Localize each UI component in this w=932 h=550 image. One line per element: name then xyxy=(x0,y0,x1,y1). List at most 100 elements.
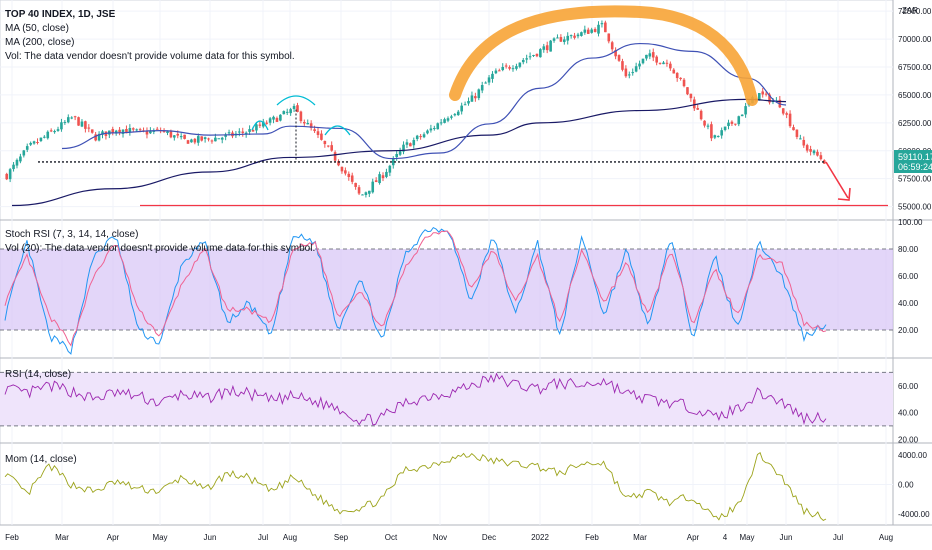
candle-body xyxy=(658,62,662,64)
candle-body xyxy=(583,29,587,33)
legend-vol: Vol: The data vendor doesn't provide vol… xyxy=(5,51,295,62)
candle-body xyxy=(285,111,289,113)
candle xyxy=(282,110,286,115)
candle xyxy=(145,127,149,139)
candle-body xyxy=(699,110,703,120)
candle-body xyxy=(450,116,453,118)
candle xyxy=(566,32,570,45)
time-tick-label: Jun xyxy=(204,533,217,542)
candle xyxy=(56,126,60,132)
candle-body xyxy=(638,63,641,67)
candle-body xyxy=(586,29,590,34)
candle-body xyxy=(429,128,433,131)
candle-body xyxy=(720,130,723,136)
time-tick-label: Nov xyxy=(433,533,447,542)
candle xyxy=(66,114,70,124)
candle xyxy=(515,63,518,71)
candle xyxy=(46,130,50,140)
candle-body xyxy=(374,180,378,183)
candle-body xyxy=(251,129,255,132)
candle xyxy=(261,118,265,129)
candle-body xyxy=(662,62,665,65)
candle-body xyxy=(521,59,525,63)
candle-body xyxy=(118,129,121,133)
candle xyxy=(672,68,676,74)
candle-body xyxy=(183,134,186,139)
candle-body xyxy=(84,121,87,129)
candle-body xyxy=(576,34,580,37)
candle xyxy=(634,62,638,73)
candle xyxy=(309,120,313,131)
candle-body xyxy=(706,125,710,127)
candle xyxy=(645,54,648,61)
candle-body xyxy=(484,82,487,84)
candle xyxy=(344,167,347,176)
candle xyxy=(816,149,819,157)
candle-body xyxy=(292,105,296,110)
candle-body xyxy=(149,130,152,134)
candle xyxy=(53,129,56,134)
candle xyxy=(795,129,799,140)
candle-body xyxy=(299,111,303,122)
candle-body xyxy=(111,128,115,133)
candle xyxy=(415,134,419,142)
shoulder-arc xyxy=(251,120,269,131)
candle-body xyxy=(525,58,528,60)
price-tick-label: 67500.00 xyxy=(898,63,932,72)
candle xyxy=(303,119,306,126)
price-tick-label: 70000.00 xyxy=(898,35,932,44)
price-tick-label: 57500.00 xyxy=(898,175,932,184)
candle-body xyxy=(368,190,371,194)
candle xyxy=(528,52,532,60)
candle-body xyxy=(682,79,686,87)
candle-body xyxy=(162,131,166,133)
axes: 72500.00 70000.00 67500.00 65000.00 62500.00… xyxy=(5,7,932,542)
candle-body xyxy=(39,137,43,141)
candle-body xyxy=(487,77,491,83)
chart-title: TOP 40 INDEX, 1D, JSE xyxy=(5,9,116,20)
candle xyxy=(272,115,275,124)
candle-body xyxy=(456,111,460,116)
candle xyxy=(320,130,323,141)
candle-body xyxy=(306,123,310,125)
candle-body xyxy=(641,58,645,64)
candle-body xyxy=(265,122,268,124)
candle xyxy=(604,20,607,33)
candle xyxy=(624,65,628,78)
candle xyxy=(97,131,101,142)
candle xyxy=(217,138,221,140)
candle-body xyxy=(645,54,648,59)
stoch-k-line xyxy=(4,226,827,355)
candle xyxy=(576,32,580,39)
candle-body xyxy=(203,137,207,140)
candle-body xyxy=(333,152,337,161)
candle xyxy=(439,118,443,126)
candle-body xyxy=(49,130,53,132)
candle-body xyxy=(453,114,457,116)
candle-body xyxy=(716,135,720,137)
candle xyxy=(631,68,635,76)
candle-body xyxy=(511,68,515,70)
candle-body xyxy=(261,121,265,127)
candle xyxy=(196,133,200,146)
candle xyxy=(586,27,590,34)
candle xyxy=(597,21,600,37)
candle xyxy=(607,33,611,44)
candle-body xyxy=(498,70,501,72)
candle xyxy=(25,143,29,153)
candle xyxy=(781,108,785,116)
indicator-panes[interactable] xyxy=(4,226,827,521)
price-pane[interactable] xyxy=(5,5,888,207)
candle xyxy=(128,124,132,136)
candle-body xyxy=(46,131,50,139)
candle-body xyxy=(614,50,617,57)
candle-body xyxy=(542,46,546,50)
candle xyxy=(556,34,559,39)
candle-body xyxy=(337,161,340,166)
candle xyxy=(135,128,139,132)
candle xyxy=(730,120,734,126)
candle-body xyxy=(679,77,682,79)
candle xyxy=(655,55,658,66)
candle xyxy=(764,91,768,97)
